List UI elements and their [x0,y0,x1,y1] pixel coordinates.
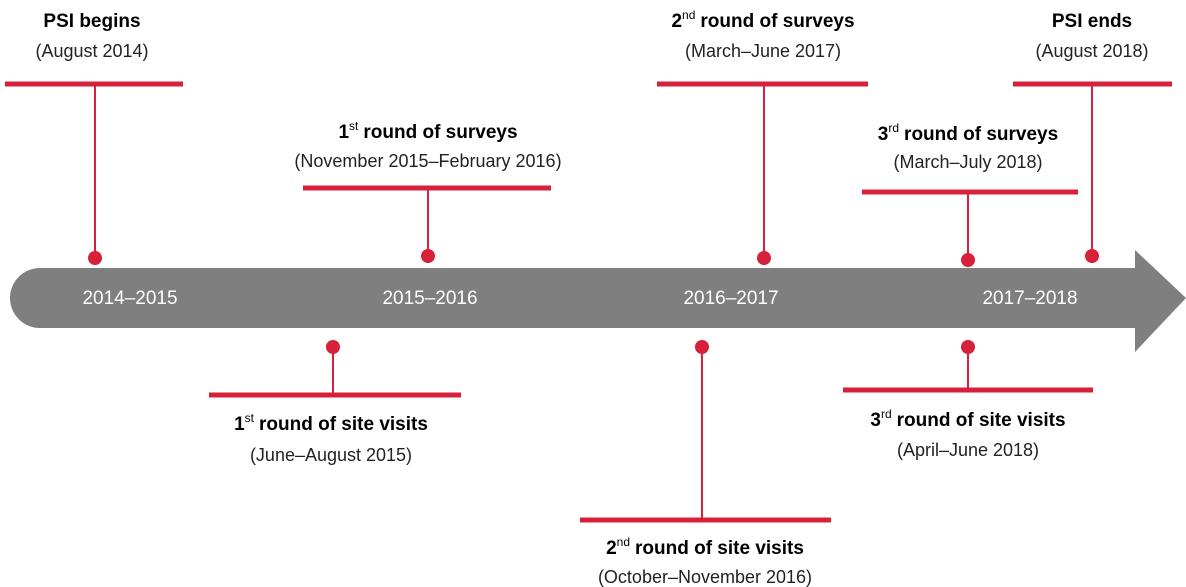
year-label: 2014–2015 [82,288,177,309]
dot [1085,249,1099,263]
timeline-arrow [10,250,1186,352]
event-date: (October–November 2016) [598,567,812,587]
title-text: round of surveys [904,124,1058,145]
event-title: 3rd round of surveys [878,121,1058,145]
dot [757,251,771,265]
year-label: 2016–2017 [683,288,778,309]
event-date: (November 2015–February 2016) [294,151,561,171]
ordinal: 3 [870,410,881,431]
title-text: round of site visits [259,414,428,435]
dot [88,251,102,265]
event-date: (August 2018) [1035,41,1148,61]
ordinal: 2 [606,538,617,559]
ordinal-suffix: rd [881,407,892,421]
ordinal-suffix: rd [888,121,899,135]
event-date: (March–July 2018) [893,152,1042,172]
dot [695,340,709,354]
event-title: 2nd round of site visits [606,535,804,559]
year-label: 2015–2016 [382,288,477,309]
ordinal: 1 [234,414,245,435]
dot [961,253,975,267]
ordinal-suffix: nd [617,535,630,549]
event-title: PSI ends [1052,11,1132,32]
event-date: (June–August 2015) [250,445,412,465]
event-title: 2nd round of surveys [671,8,854,32]
event-date: (April–June 2018) [897,440,1039,460]
ordinal: 3 [878,124,889,145]
ordinal: 2 [671,11,682,32]
ordinal-suffix: st [245,411,255,425]
dot [421,249,435,263]
event-title: 1st round of site visits [234,411,428,435]
event-title: 1st round of surveys [338,119,517,143]
title-text: round of site visits [897,410,1066,431]
event-title: PSI begins [43,11,140,32]
ordinal-suffix: st [349,119,359,133]
title-text: PSI ends [1052,11,1132,32]
year-label: 2017–2018 [982,288,1077,309]
dot [326,340,340,354]
title-text: PSI begins [43,11,140,32]
title-text: round of surveys [363,122,517,143]
event-date: (August 2014) [35,41,148,61]
ordinal-suffix: nd [682,8,695,22]
event-date: (March–June 2017) [685,41,841,61]
event-title: 3rd round of site visits [870,407,1065,431]
ordinal: 1 [338,122,349,143]
title-text: round of surveys [700,11,854,32]
title-text: round of site visits [635,538,804,559]
dot [961,340,975,354]
